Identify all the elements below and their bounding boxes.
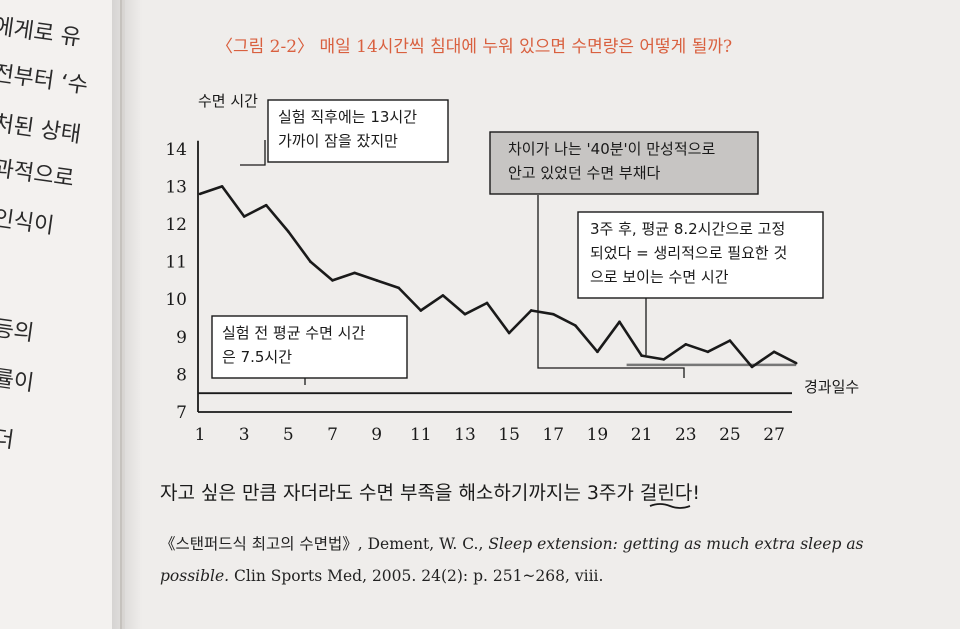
data-point xyxy=(551,312,555,316)
right-book-page xyxy=(125,0,960,629)
data-point xyxy=(309,260,312,263)
data-point xyxy=(618,320,621,324)
annotation-box xyxy=(489,131,759,195)
data-point xyxy=(706,350,710,354)
data-point xyxy=(596,350,599,354)
x-tick-label: 15 xyxy=(498,425,520,445)
y-tick-label: 12 xyxy=(165,215,187,235)
annotation-text: 은 7.5시간 xyxy=(222,348,292,366)
data-point xyxy=(529,309,533,312)
data-point xyxy=(794,361,798,365)
data-point xyxy=(242,215,246,218)
y-tick-label: 8 xyxy=(176,365,187,385)
annotation-box xyxy=(267,99,449,163)
x-tick-label: 9 xyxy=(371,425,382,445)
data-point xyxy=(441,294,445,297)
data-point xyxy=(640,354,643,357)
data-point xyxy=(375,279,378,282)
annotation-text: 으로 보이는 수면 시간 xyxy=(590,268,729,286)
annotation-box xyxy=(211,315,408,379)
annotation-text: 되었다 = 생리적으로 필요한 것 xyxy=(590,244,787,262)
data-point xyxy=(750,365,754,369)
y-tick-label: 10 xyxy=(165,290,187,310)
data-point xyxy=(507,331,511,335)
x-tick-label: 21 xyxy=(631,425,653,445)
x-axis-label: 경과일수 xyxy=(804,378,859,396)
reference-authors: Dement, W. C., xyxy=(367,535,484,553)
x-tick-label: 1 xyxy=(195,425,206,445)
x-tick-label: 5 xyxy=(283,425,294,445)
data-point xyxy=(220,185,224,188)
annotation-text: 3주 후, 평균 8.2시간으로 고정 xyxy=(590,220,785,238)
x-tick-label: 19 xyxy=(587,425,609,445)
x-tick-label: 13 xyxy=(454,425,476,445)
data-point xyxy=(728,339,732,342)
data-point xyxy=(353,271,356,275)
annotation-text: 실험 직후에는 13시간 xyxy=(278,108,417,126)
data-point xyxy=(264,203,268,207)
annotation-text: 차이가 나는 '40분'이 만성적으로 xyxy=(508,140,715,158)
sleep-hours-line xyxy=(199,185,797,369)
chart-footnote: 자고 싶은 만큼 자더라도 수면 부족을 해소하기까지는 3주가 걸린다! xyxy=(160,482,700,504)
x-tick-label: 3 xyxy=(239,425,250,445)
data-point xyxy=(574,324,577,327)
data-point xyxy=(287,230,290,233)
annotation-text: 실험 전 평균 수면 시간 xyxy=(222,324,365,342)
data-point xyxy=(397,286,401,290)
y-tick-label: 9 xyxy=(176,328,187,348)
reference-journal: Clin Sports Med, 2005. 24(2): p. 251~268… xyxy=(234,567,604,585)
reference-citation: 《스탠퍼드식 최고의 수면법》, Dement, W. C., Sleep ex… xyxy=(160,528,880,592)
data-point xyxy=(198,192,202,196)
left-book-page: 에게로 유 전부터 ‘수 처된 상태 과적으로 인식이 등의 률이 더. xyxy=(0,0,122,629)
data-point xyxy=(463,312,467,316)
annotation-text: 안고 있었던 수면 부채다 xyxy=(508,164,661,182)
data-point xyxy=(684,343,688,346)
x-tick-label: 7 xyxy=(327,425,338,445)
y-tick-label: 7 xyxy=(176,403,187,423)
annotation-text: 가까이 잠을 잤지만 xyxy=(278,132,398,150)
data-point xyxy=(662,358,665,361)
figure-caption: 〈그림 2-2〉 매일 14시간씩 침대에 누워 있으면 수면량은 어떻게 될까… xyxy=(216,37,733,57)
x-tick-label: 25 xyxy=(719,425,741,445)
handwritten-underline xyxy=(649,503,691,509)
x-tick-label: 17 xyxy=(542,425,564,445)
reference-title: Sleep extension: getting as much extra s… xyxy=(160,535,864,585)
y-axis-label: 수면 시간 xyxy=(198,92,258,110)
y-tick-label: 14 xyxy=(165,140,187,160)
x-tick-label: 27 xyxy=(763,425,785,445)
annotation-leader xyxy=(240,140,266,166)
y-tick-label: 11 xyxy=(165,253,187,273)
x-tick-label: 11 xyxy=(410,425,432,445)
reference-book: 《스탠퍼드식 최고의 수면법》, xyxy=(160,535,363,553)
y-tick-label: 13 xyxy=(165,177,187,197)
data-point xyxy=(485,301,489,305)
data-point xyxy=(772,350,776,354)
annotation-box xyxy=(577,211,824,299)
data-point xyxy=(419,309,423,312)
data-point xyxy=(331,279,334,282)
annotation-leader xyxy=(537,195,685,378)
book-spine-shadow xyxy=(112,0,142,629)
x-tick-label: 23 xyxy=(675,425,697,445)
